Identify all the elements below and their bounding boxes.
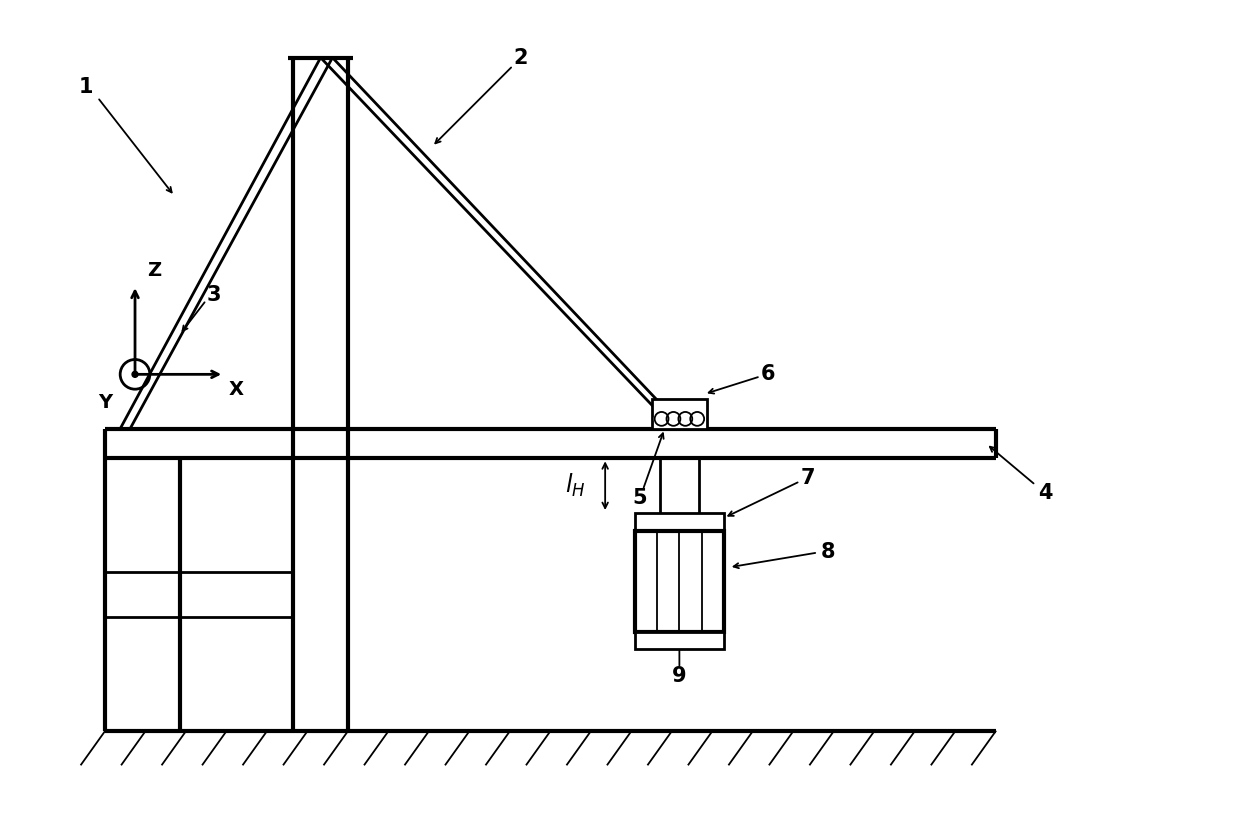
Text: 3: 3 [207,285,222,305]
Circle shape [678,412,692,426]
Text: 1: 1 [78,77,93,98]
Text: X: X [229,379,244,399]
Text: Z: Z [146,261,161,280]
Text: 7: 7 [801,468,816,488]
Text: 6: 6 [761,365,776,384]
Circle shape [691,412,704,426]
Text: 4: 4 [1038,484,1053,503]
Bar [635,513,724,531]
Text: Y: Y [98,392,113,412]
Text: 2: 2 [513,47,528,68]
Bar [635,632,724,650]
Bar [635,531,724,632]
Text: 8: 8 [821,542,835,562]
Text: 9: 9 [672,666,687,686]
Circle shape [655,412,668,426]
Circle shape [131,371,138,378]
Circle shape [667,412,681,426]
Bar [652,399,707,429]
Text: 5: 5 [632,488,647,508]
Text: $l_H$: $l_H$ [565,472,585,499]
